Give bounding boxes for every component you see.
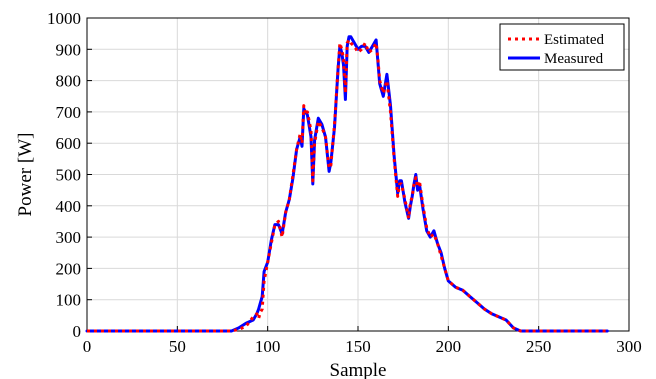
legend-box <box>499 23 625 71</box>
x-tick-label: 150 <box>345 337 371 356</box>
y-tick-label: 600 <box>56 134 82 153</box>
y-tick-label: 200 <box>56 259 82 278</box>
legend-label-estimated: Estimated <box>544 32 604 48</box>
y-tick-label: 500 <box>56 166 82 185</box>
x-tick-label: 200 <box>436 337 462 356</box>
y-axis-title: Power [W] <box>15 133 36 217</box>
x-tick-label: 100 <box>255 337 281 356</box>
legend-label-measured: Measured <box>544 51 604 67</box>
tick-labels: 0 50 100 150 200 250 300 0 100 200 300 400 500 600 700… <box>47 9 642 356</box>
y-tick-label: 1000 <box>47 9 81 28</box>
legend: Estimated Measured <box>499 23 625 71</box>
y-tick-label: 0 <box>73 322 82 341</box>
y-tick-label: 300 <box>56 228 82 247</box>
x-tick-label: 50 <box>169 337 186 356</box>
y-tick-label: 100 <box>56 291 82 310</box>
x-tick-label: 0 <box>83 337 92 356</box>
series-line-measured <box>85 35 609 333</box>
y-tick-label: 800 <box>56 72 82 91</box>
x-axis-title: Sample <box>330 360 387 379</box>
y-tick-label: 700 <box>56 103 82 122</box>
series-line-estimated <box>87 38 608 333</box>
x-tick-label: 250 <box>526 337 552 356</box>
series-lines <box>85 35 609 333</box>
y-tick-label: 900 <box>56 40 82 59</box>
y-tick-label: 400 <box>56 197 82 216</box>
x-tick-label: 300 <box>616 337 642 356</box>
